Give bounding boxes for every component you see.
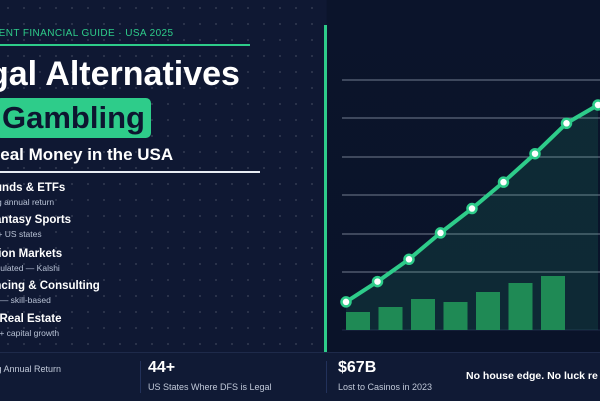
data-point xyxy=(373,277,382,286)
stat-label: vg Annual Return xyxy=(0,364,61,374)
chart-bar xyxy=(509,283,533,330)
chart-bar xyxy=(411,299,435,330)
list-item: Funds & ETFs avg annual return xyxy=(0,182,65,207)
item-desc: avg annual return xyxy=(0,197,65,207)
subtitle-underline xyxy=(0,171,260,173)
item-name: Fantasy Sports xyxy=(0,214,71,226)
left-panel: DENT FINANCIAL GUIDE · USA 2025 gal Alte… xyxy=(0,0,326,352)
item-desc: regulated — Kalshi xyxy=(0,263,62,273)
data-point xyxy=(436,228,445,237)
stat-losses: $67B Lost to Casinos in 2023 xyxy=(338,359,432,392)
item-name: ancing & Consulting xyxy=(0,280,100,292)
item-desc: ds + capital growth xyxy=(0,328,62,338)
data-point xyxy=(405,255,414,264)
list-item: & Real Estate ds + capital growth xyxy=(0,313,62,338)
stat-label: US States Where DFS is Legal xyxy=(148,382,272,392)
kicker-underline xyxy=(0,44,250,46)
data-point xyxy=(531,149,540,158)
item-name: Funds & ETFs xyxy=(0,182,65,194)
page-subtitle: Real Money in the USA xyxy=(0,145,173,165)
list-item: Fantasy Sports 44+ US states xyxy=(0,214,71,239)
data-point xyxy=(468,204,477,213)
data-point xyxy=(499,178,508,187)
data-point xyxy=(594,101,600,110)
guide-kicker: DENT FINANCIAL GUIDE · USA 2025 xyxy=(0,28,260,39)
title-highlight: Gambling xyxy=(0,98,151,138)
stat-label: Lost to Casinos in 2023 xyxy=(338,382,432,392)
stats-bar: vg Annual Return 44+ US States Where DFS… xyxy=(0,352,600,401)
chart-bar xyxy=(476,292,500,330)
stat-divider xyxy=(326,361,327,393)
item-name: ction Markets xyxy=(0,248,62,260)
chart-bar xyxy=(379,307,403,330)
stat-value: $67B xyxy=(338,359,432,377)
tagline: No house edge. No luck re xyxy=(466,370,598,382)
chart-bar xyxy=(444,302,468,330)
chart-bar xyxy=(346,312,370,330)
page-title: gal Alternatives xyxy=(0,55,240,94)
list-item: ancing & Consulting up — skill-based xyxy=(0,280,100,305)
data-point xyxy=(342,297,351,306)
stat-divider xyxy=(140,361,141,393)
stat-value: 44+ xyxy=(148,359,272,377)
stat-return: vg Annual Return xyxy=(0,359,61,374)
data-point xyxy=(562,119,571,128)
item-name: & Real Estate xyxy=(0,313,62,325)
item-desc: 44+ US states xyxy=(0,229,71,239)
stat-states: 44+ US States Where DFS is Legal xyxy=(148,359,272,392)
list-item: ction Markets regulated — Kalshi xyxy=(0,248,62,273)
chart-bar xyxy=(541,276,565,330)
growth-chart xyxy=(327,0,600,352)
item-desc: up — skill-based xyxy=(0,295,100,305)
